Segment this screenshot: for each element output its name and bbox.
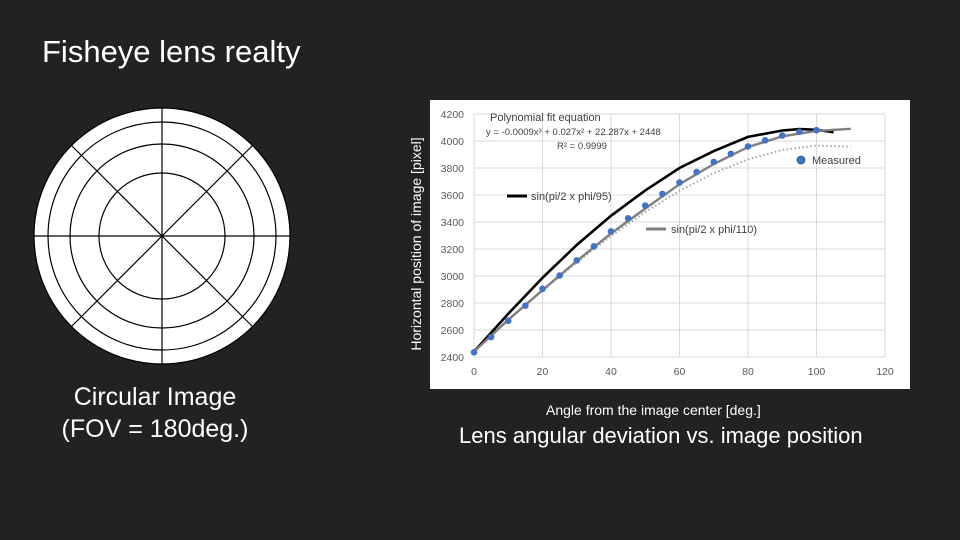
measured-point: [744, 143, 752, 150]
y-tick-label: 3800: [441, 163, 465, 175]
fit-title: Polynomial fit equation: [490, 112, 601, 124]
measured-point: [778, 132, 786, 139]
circle-caption: Circular Image (FOV = 180deg.): [30, 381, 280, 445]
series-line-sin110: [473, 127, 851, 353]
legend-sin110-label: sin(pi/2 x phi/110): [671, 224, 757, 236]
x-tick-label: 40: [605, 366, 617, 378]
measured-point: [676, 179, 683, 186]
measured-point: [761, 137, 769, 144]
measured-point: [813, 126, 820, 134]
y-tick-label: 2400: [441, 352, 465, 364]
measured-point: [624, 215, 632, 222]
fit-equation: y = -0.0009x³ + 0.027x² + 22.287x + 2448: [486, 127, 661, 138]
polynomial-fit-line: [473, 144, 851, 352]
x-tick-label: 100: [808, 366, 826, 378]
measured-point: [607, 228, 615, 235]
slide-title: Fisheye lens realty: [42, 34, 301, 69]
chart-caption: Lens angular deviation vs. image positio…: [459, 423, 863, 448]
measured-point: [641, 202, 649, 209]
y-tick-label: 2600: [441, 325, 465, 337]
circle-caption-line1: Circular Image: [73, 383, 237, 411]
measured-point: [487, 333, 495, 341]
x-tick-label: 60: [674, 366, 686, 378]
x-tick-label: 120: [876, 366, 894, 378]
chart-svg: 2400 2600 2800 3000 3200 3400 3600 3800 4000 4200…: [441, 109, 894, 378]
circular-image-diagram: [32, 106, 292, 366]
y-tick-label: 2800: [441, 298, 465, 310]
x-tick-label: 0: [471, 366, 477, 378]
circle-caption-line2: (FOV = 180deg.): [61, 415, 249, 443]
measured-point: [504, 317, 512, 325]
y-tick-label: 3600: [441, 190, 465, 202]
legend-measured-marker: [796, 155, 806, 165]
y-tick-label: 4000: [441, 136, 465, 148]
measured-point: [590, 243, 598, 250]
y-tick-label: 3200: [441, 244, 465, 256]
y-tick-label: 4200: [441, 109, 465, 121]
legend-measured-label: Measured: [812, 155, 861, 167]
diagonal-spoke-2: [71, 145, 253, 327]
polar-grid-svg: [33, 107, 291, 365]
series-line-sin95: [473, 127, 834, 353]
measured-point: [470, 348, 478, 356]
measured-point: [710, 158, 718, 166]
y-axis-label: Horizontal position of image [pixel]: [408, 137, 424, 351]
measured-point: [727, 150, 735, 158]
x-tick-label: 80: [742, 366, 754, 378]
chart-area: 2400 2600 2800 3000 3200 3400 3600 3800 4000 4200…: [430, 100, 910, 389]
measured-point: [693, 168, 700, 176]
y-tick-label: 3400: [441, 217, 465, 229]
measured-point: [796, 128, 803, 136]
x-axis-label: Angle from the image center [deg.]: [546, 402, 761, 418]
measured-point: [522, 302, 529, 309]
measured-point: [573, 257, 581, 264]
measured-point: [556, 272, 563, 279]
y-tick-label: 3000: [441, 271, 465, 283]
x-tick-label: 20: [537, 366, 549, 378]
legend-sin95-label: sin(pi/2 x phi/95): [531, 191, 612, 203]
measured-point: [659, 190, 666, 198]
r-squared: R² = 0.9999: [557, 141, 607, 152]
measured-point: [539, 285, 546, 293]
